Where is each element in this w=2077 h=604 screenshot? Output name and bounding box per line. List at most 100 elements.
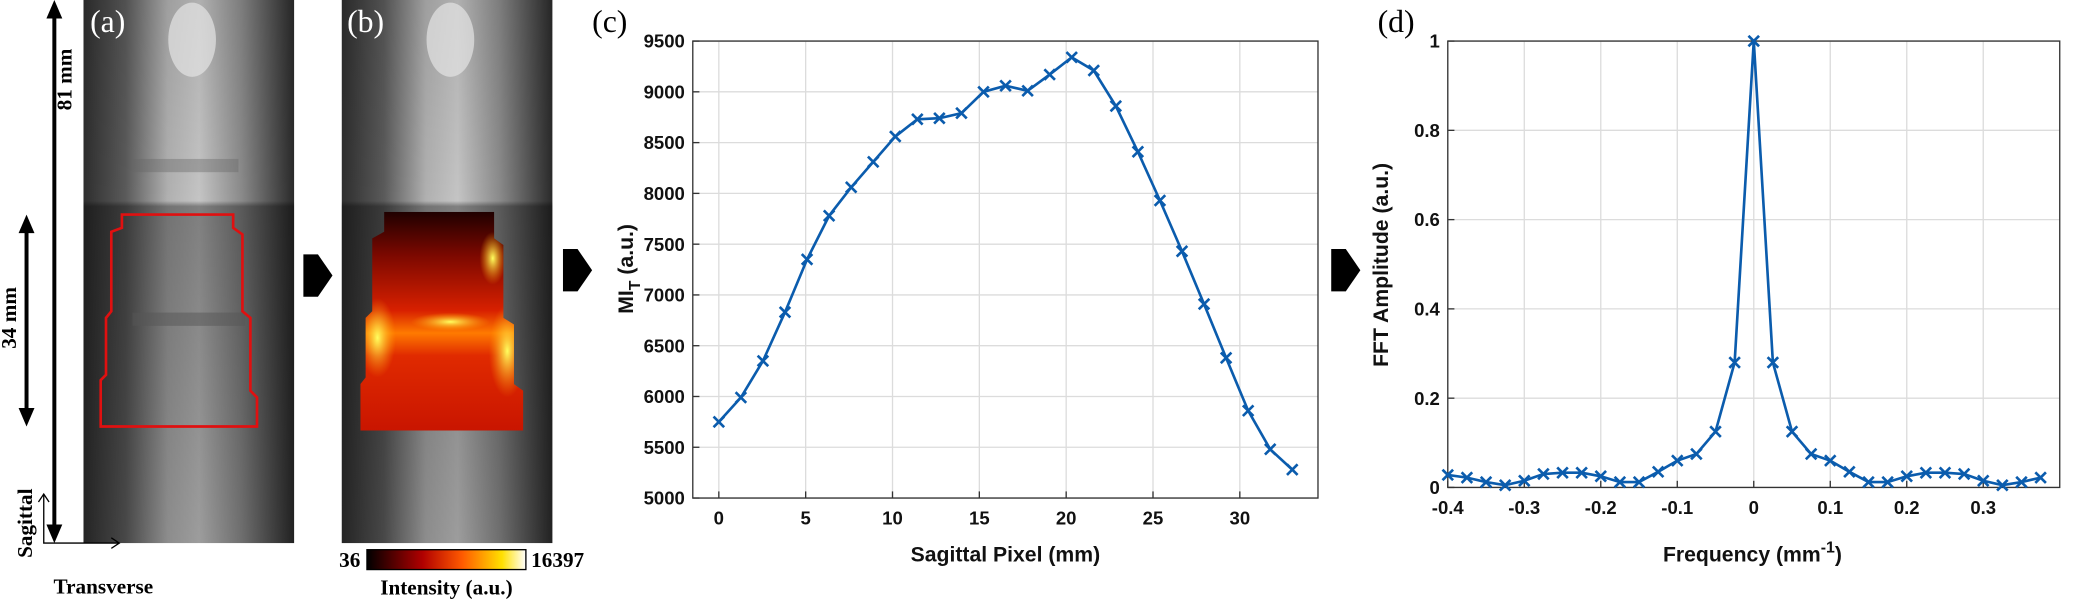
data-marker (712, 415, 726, 429)
x-tick-label: 10 (882, 508, 903, 529)
x-tick-label: 5 (801, 508, 811, 529)
data-marker (866, 155, 880, 169)
arrowhead (46, 0, 63, 19)
process-arrow (562, 249, 593, 292)
data-marker (1690, 447, 1703, 461)
orientation-line (43, 494, 120, 544)
data-marker (933, 112, 946, 125)
colorbar-min: 36 (339, 548, 360, 572)
colorbar-max: 16397 (531, 548, 584, 572)
x-tick-label: -0.1 (1661, 497, 1693, 518)
y-label-suffix: (a.u.) (615, 224, 638, 281)
x-tick-label: -0.3 (1508, 497, 1540, 518)
y-label-sub: T (627, 280, 644, 290)
data-marker (1131, 145, 1145, 158)
data-marker (1479, 475, 1493, 489)
data-marker (1996, 478, 2009, 492)
heatmap (360, 211, 524, 431)
x-tick-label: 20 (1056, 508, 1077, 529)
data-marker (1900, 470, 1913, 483)
orientation-head (110, 537, 121, 549)
x-axis-label: Frequency (mm-1) (1663, 539, 1842, 566)
data-marker (1575, 466, 1588, 479)
x-tick-label: 0.3 (1970, 497, 1996, 518)
y-tick-label: 6500 (644, 335, 685, 356)
data-marker (1632, 475, 1646, 489)
data-marker (1594, 470, 1608, 483)
data-marker (1881, 475, 1894, 489)
y-tick-label: 0.8 (1414, 120, 1440, 141)
y-tick-label: 9500 (644, 31, 685, 52)
data-marker (756, 354, 770, 368)
y-tick-label: 6000 (644, 386, 685, 407)
axes-box (692, 40, 1319, 499)
y-tick-label: 7000 (644, 285, 685, 306)
data-marker (1109, 99, 1123, 113)
data-marker (1175, 245, 1189, 258)
data-marker (822, 209, 836, 222)
x-tick-label: -0.4 (1432, 497, 1465, 518)
heatmap-hot (360, 298, 397, 378)
data-marker (1938, 466, 1952, 479)
mri-image-a: (a) (83, 0, 295, 544)
data-marker (999, 79, 1012, 92)
panel-label: (c) (592, 4, 627, 39)
data-marker (977, 85, 990, 99)
mri-image-b: (b) (341, 0, 553, 544)
y-tick-label: 9000 (644, 81, 685, 102)
data-marker (1651, 465, 1665, 479)
mri-disc (132, 312, 246, 326)
data-marker (778, 305, 792, 319)
orientation-axes (37, 492, 121, 549)
data-marker (1263, 443, 1277, 456)
data-marker (1862, 475, 1875, 489)
data-marker (800, 253, 814, 266)
data-marker (1065, 51, 1078, 64)
data-marker (955, 106, 968, 120)
data-marker (1087, 64, 1101, 77)
data-marker (889, 130, 902, 143)
y-tick-label: 0 (1430, 477, 1440, 498)
mri-feature (168, 2, 216, 77)
data-marker (1241, 404, 1255, 417)
y-tick-label: 0.4 (1414, 299, 1440, 320)
x-tick-label: 15 (969, 508, 990, 529)
process-arrow (303, 254, 333, 297)
scale-label: 81 mm (53, 48, 77, 110)
y-axis-label: FFT Amplitude (a.u.) (1370, 163, 1393, 367)
data-marker (1021, 84, 1034, 98)
data-marker (1556, 466, 1569, 479)
arrowhead (18, 214, 35, 234)
chart: 0 0.2 0.4 0.6 0.8 1 -0.4 -0.3 -0.2 -0.1 0 0.1 0.2 0.3 (1414, 31, 2061, 518)
x-tick-label: 30 (1230, 508, 1251, 529)
panel-label: (b) (347, 4, 384, 39)
mri-disc (132, 158, 239, 173)
process-arrow (1331, 249, 1361, 292)
colorbar (366, 549, 527, 571)
y-tick-label: 5500 (644, 437, 685, 458)
heatmap-hot (479, 231, 507, 285)
arrowhead (18, 407, 35, 427)
y-tick-label: 0.6 (1414, 209, 1440, 230)
data-marker (1977, 474, 1990, 487)
data-marker (1197, 297, 1211, 311)
data-marker (844, 181, 858, 194)
data-marker (1460, 471, 1474, 484)
data-marker (1709, 425, 1722, 438)
mri-shade (83, 0, 295, 544)
mri-feature (426, 2, 475, 77)
data-marker (1153, 194, 1167, 207)
data-marker (2015, 475, 2028, 489)
data-marker (1747, 34, 1760, 48)
y-axis-label: MIT (a.u.) (615, 224, 644, 314)
x-tick-label: 0.2 (1894, 497, 1920, 518)
y-label-main: MI (615, 290, 638, 314)
data-line (1447, 40, 2041, 487)
arrowheads (18, 0, 63, 544)
colorbar-label: Intensity (a.u.) (380, 576, 512, 600)
panel-label: (d) (1378, 4, 1415, 39)
chart: 5000 5500 6000 6500 7000 7500 8000 8500 9000 9500… (644, 31, 1319, 529)
data-marker (1219, 351, 1233, 365)
